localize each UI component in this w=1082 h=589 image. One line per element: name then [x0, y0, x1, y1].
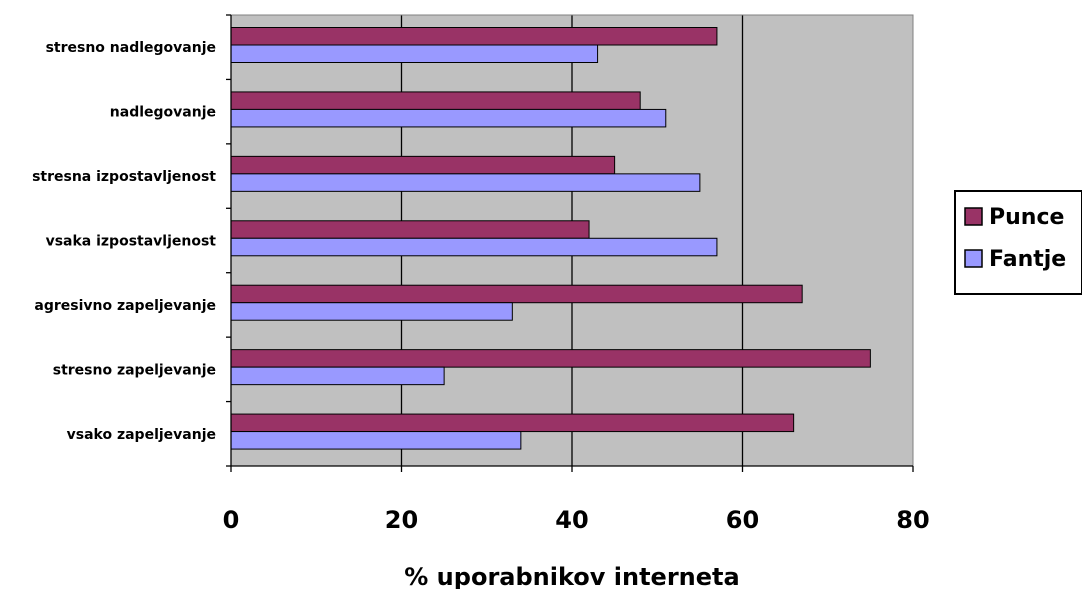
category-label: nadlegovanje — [110, 105, 216, 121]
legend-label-punce: Punce — [989, 205, 1064, 230]
bar-fantje-0 — [230, 44, 599, 63]
x-tick-label: 60 — [726, 506, 759, 534]
bar-fantje-4 — [230, 302, 513, 321]
legend-swatch-punce — [964, 207, 983, 226]
x-axis-title: % uporabnikov interneta — [404, 563, 739, 589]
category-labels: stresno nadlegovanje nadlegovanje stresna … — [32, 40, 216, 443]
axes — [226, 14, 914, 472]
x-tick-label: 80 — [896, 506, 929, 534]
category-label: stresna izpostavljenost — [32, 169, 216, 185]
bar-punce-5 — [230, 349, 871, 368]
legend-label-fantje: Fantje — [989, 247, 1066, 272]
bar-punce-3 — [230, 220, 590, 239]
legend-swatch-fantje — [964, 249, 983, 268]
bar-fantje-2 — [230, 173, 701, 192]
bar-fantje-6 — [230, 431, 522, 450]
bar-punce-1 — [230, 91, 641, 110]
category-label: stresno zapeljevanje — [53, 362, 216, 378]
category-label: stresno nadlegovanje — [46, 40, 216, 56]
bar-punce-6 — [230, 413, 795, 433]
legend: Punce Fantje — [954, 190, 1082, 295]
tick-labels: 0 20 40 60 80 — [223, 506, 930, 534]
bar-fantje-5 — [230, 366, 445, 386]
x-tick-label: 0 — [223, 506, 240, 534]
bar-punce-4 — [230, 284, 803, 304]
x-tick-label: 40 — [555, 506, 588, 534]
category-label: vsaka izpostavljenost — [46, 234, 217, 250]
category-label: vsako zapeljevanje — [67, 427, 216, 443]
bar-fantje-1 — [230, 108, 667, 128]
x-tick-label: 20 — [385, 506, 418, 534]
bar-punce-0 — [230, 27, 718, 46]
bar-punce-2 — [230, 155, 616, 175]
category-label: agresivno zapeljevanje — [34, 298, 216, 314]
bar-fantje-3 — [230, 237, 718, 257]
